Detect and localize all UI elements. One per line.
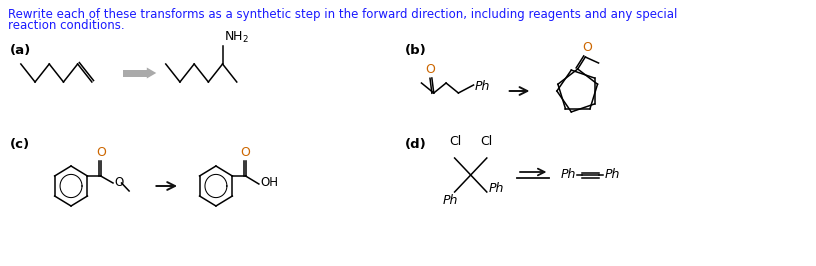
- Text: (d): (d): [406, 138, 427, 151]
- Text: Ph: Ph: [489, 181, 504, 194]
- Text: NH$_2$: NH$_2$: [224, 30, 249, 45]
- Text: Ph: Ph: [474, 81, 490, 94]
- Text: Ph: Ph: [561, 168, 576, 181]
- Text: O: O: [114, 176, 123, 189]
- Text: (a): (a): [10, 44, 31, 57]
- Text: Cl: Cl: [480, 135, 492, 148]
- Text: reaction conditions.: reaction conditions.: [7, 19, 124, 32]
- Text: O: O: [241, 146, 251, 159]
- Text: O: O: [95, 146, 105, 159]
- Text: Ph: Ph: [443, 194, 459, 207]
- Polygon shape: [123, 69, 147, 77]
- Text: Rewrite each of these transforms as a synthetic step in the forward direction, i: Rewrite each of these transforms as a sy…: [7, 8, 677, 21]
- Polygon shape: [147, 68, 157, 78]
- Text: OH: OH: [261, 176, 279, 189]
- Text: (b): (b): [406, 44, 427, 57]
- Text: Ph: Ph: [604, 168, 619, 181]
- Text: Cl: Cl: [449, 135, 461, 148]
- Text: O: O: [425, 63, 435, 76]
- Text: O: O: [583, 41, 592, 54]
- Text: (c): (c): [10, 138, 29, 151]
